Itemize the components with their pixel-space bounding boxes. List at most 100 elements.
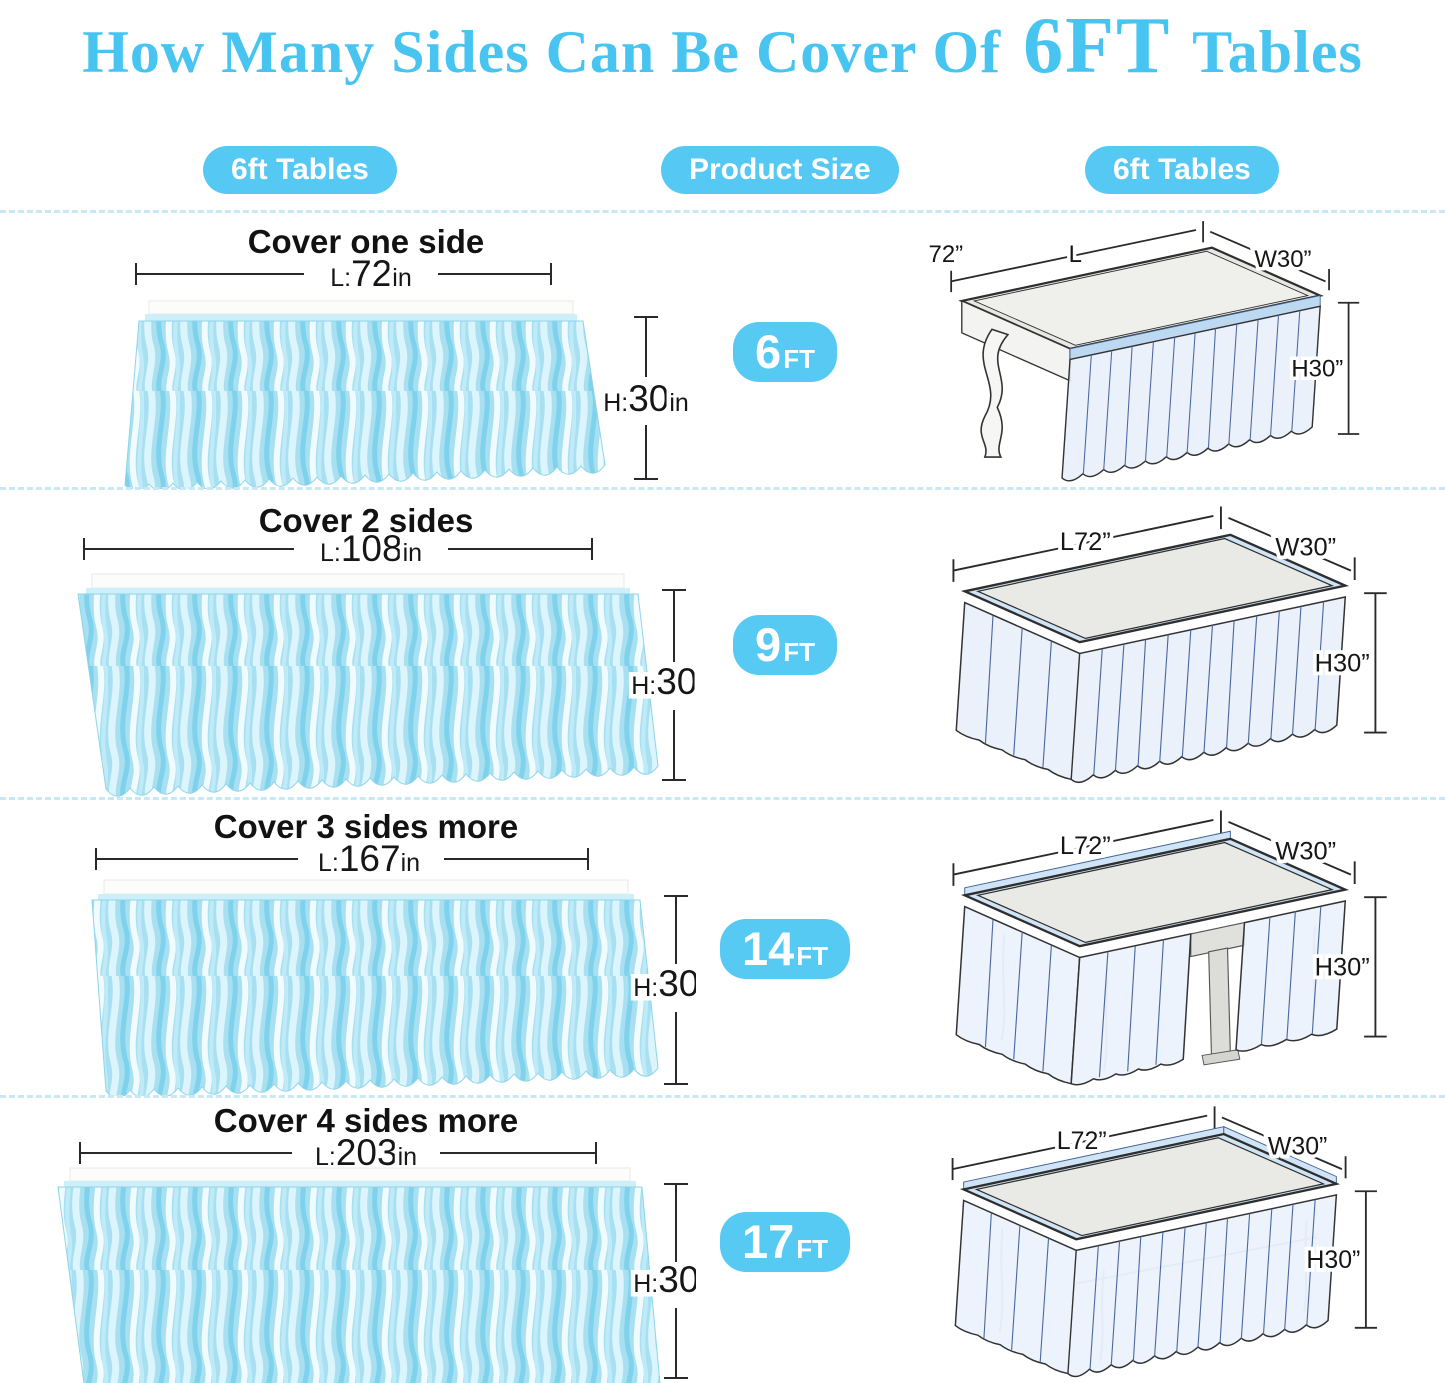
length-dim-line	[95, 848, 589, 870]
diagram-length-label: L72”	[1057, 1127, 1107, 1155]
size-badge: 14 FT	[719, 919, 851, 979]
height-bracket	[1337, 301, 1360, 435]
length-dim-line	[79, 1142, 597, 1164]
ruffled-skirt	[91, 899, 659, 1096]
diagram-cell-17ft: L72” W30” H30”	[888, 1098, 1445, 1383]
title-suffix: Tables	[1192, 19, 1363, 85]
skirt-wrap-panel	[955, 596, 1347, 784]
size-cell-14ft: 14 FT	[700, 800, 870, 1098]
photo-cell-6ft: Cover one side L:72in H:30i	[36, 213, 696, 490]
height-bracket	[1364, 592, 1387, 734]
skirt-photo-14ft: L:167in H:30in	[91, 844, 696, 1096]
size-cell-17ft: 17 FT	[700, 1098, 870, 1383]
top-dim-lines	[951, 1106, 1347, 1181]
skirt-photo-6ft: L:72in H:30in	[124, 259, 693, 489]
diagram-cell-6ft: L72” W30” H30”	[888, 213, 1445, 490]
pleat-lines-left	[984, 615, 1052, 768]
pleat-lines-left	[983, 1213, 1050, 1362]
length-label: L:108in	[320, 534, 422, 569]
diagram-height-label: H30”	[1315, 953, 1370, 981]
top-dim-lines	[952, 810, 1356, 886]
size-cell-6ft: 6 FT	[700, 213, 870, 490]
pleat-lines-front	[1093, 601, 1325, 776]
length-dim-line	[135, 263, 552, 285]
table-diagram-14ft: L72” W30” H30”	[952, 810, 1387, 1086]
diagram-width-label: W30”	[1275, 838, 1336, 866]
length-label: L:167in	[318, 844, 420, 879]
tabletop	[103, 879, 629, 895]
tabletop	[91, 573, 625, 589]
row-17ft: Cover 4 sides more L:203in	[0, 1095, 1445, 1383]
center-leg	[1208, 947, 1231, 1059]
height-dim-line	[634, 316, 658, 480]
size-badge: 9 FT	[733, 615, 837, 675]
diagram-length-label: L72”	[929, 241, 1082, 268]
pleat-lines-front-left	[1098, 939, 1165, 1078]
title-highlight: 6FT	[1023, 2, 1172, 90]
diagram-height-label: H30”	[1315, 649, 1370, 677]
row-6ft: Cover one side L:72in H:30i	[0, 210, 1445, 490]
diagram-length-label: L72”	[1060, 528, 1111, 556]
pleat-lines-front-right	[1260, 906, 1322, 1045]
skirt-photo-17ft: L:203in H:30in	[57, 1138, 696, 1383]
cover-label: Cover 2 sides	[258, 502, 474, 539]
title-prefix: How Many Sides Can Be Cover Of	[82, 19, 1002, 85]
ruffled-skirt	[57, 1186, 661, 1383]
length-label: L:72in	[330, 259, 411, 294]
cover-label: Cover one side	[247, 223, 485, 260]
height-bracket	[1354, 1190, 1377, 1329]
corner-crease	[1070, 653, 1081, 780]
pleat-lines-front	[1089, 1199, 1316, 1370]
cover-label: Cover 3 sides more	[213, 808, 519, 845]
diagram-width-label: W30”	[1275, 534, 1336, 562]
tabletop-inner	[972, 250, 1310, 346]
size-badge: 6 FT	[733, 321, 837, 382]
height-dim-line	[664, 895, 688, 1085]
skirt-top-band	[145, 314, 577, 325]
table-diagram-17ft: L72” W30” H30”	[951, 1106, 1377, 1378]
tabletop-inner	[975, 841, 1335, 944]
size-badge: 17 FT	[719, 1212, 851, 1272]
table-diagram-6ft: L72” W30” H30”	[925, 221, 1360, 482]
diagram-height-label: H30”	[1291, 355, 1343, 382]
pleat-lines	[1082, 310, 1301, 474]
tabletop	[69, 1167, 631, 1182]
height-label: H:30in	[633, 963, 696, 1004]
length-dim-line	[83, 538, 593, 560]
skirt-photo-9ft: L:108in H:30in	[77, 534, 696, 797]
leg-foot	[1201, 1049, 1241, 1066]
ruffled-skirt	[124, 320, 606, 489]
row-14ft: Cover 3 sides more L:167in	[0, 797, 1445, 1098]
diagram-width-label: W30”	[1254, 246, 1311, 273]
diagram-width-label: W30”	[1268, 1132, 1327, 1160]
diagram-height-label: H30”	[1306, 1246, 1360, 1274]
table-leg	[980, 328, 1010, 458]
height-label: H:30in	[633, 1259, 696, 1300]
tabletop-inner	[974, 1137, 1326, 1237]
photo-cell-17ft: Cover 4 sides more L:203in	[36, 1098, 696, 1383]
diagram-cell-9ft: L72” W30” H30”	[888, 490, 1445, 800]
column-header-middle: Product Size	[661, 146, 899, 194]
diagram-cell-14ft: L72” W30” H30”	[888, 800, 1445, 1098]
top-dim-lines	[952, 506, 1356, 582]
height-label: H:30in	[631, 661, 696, 702]
height-dim-line	[664, 1183, 688, 1379]
column-header-right: 6ft Tables	[1085, 146, 1279, 194]
page-title: How Many Sides Can Be Cover Of 6FT Table…	[0, 0, 1445, 98]
tabletop-inner	[975, 537, 1335, 640]
tabletop	[148, 300, 574, 315]
photo-cell-9ft: Cover 2 sides L:108in H:30i	[36, 490, 696, 800]
ruffled-skirt	[77, 593, 659, 797]
height-dim-line	[662, 589, 686, 781]
table-diagram-9ft: L72” W30” H30”	[952, 506, 1387, 784]
column-header-left: 6ft Tables	[203, 146, 397, 194]
photo-cell-14ft: Cover 3 sides more L:167in	[36, 800, 696, 1098]
skirt-wrap-panel	[954, 1194, 1338, 1378]
cover-label: Cover 4 sides more	[213, 1102, 519, 1139]
height-label: H:30in	[603, 378, 689, 419]
corner-crease	[1067, 1250, 1077, 1374]
size-cell-9ft: 9 FT	[700, 490, 870, 800]
top-dim-lines	[950, 221, 1330, 293]
height-bracket	[1364, 896, 1387, 1038]
